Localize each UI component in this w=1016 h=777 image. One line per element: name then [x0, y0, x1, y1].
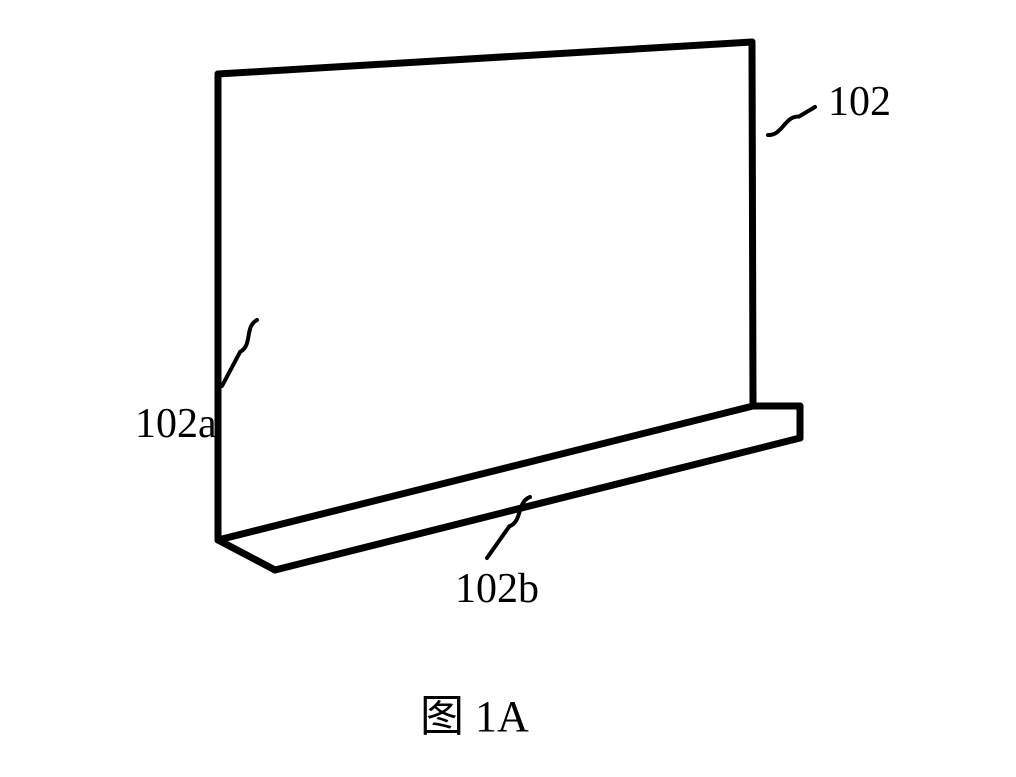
- label-102: 102: [828, 78, 891, 126]
- label-102a: 102a: [135, 400, 217, 448]
- label-102b: 102b: [455, 565, 539, 613]
- figure-caption: 图 1A: [420, 680, 529, 744]
